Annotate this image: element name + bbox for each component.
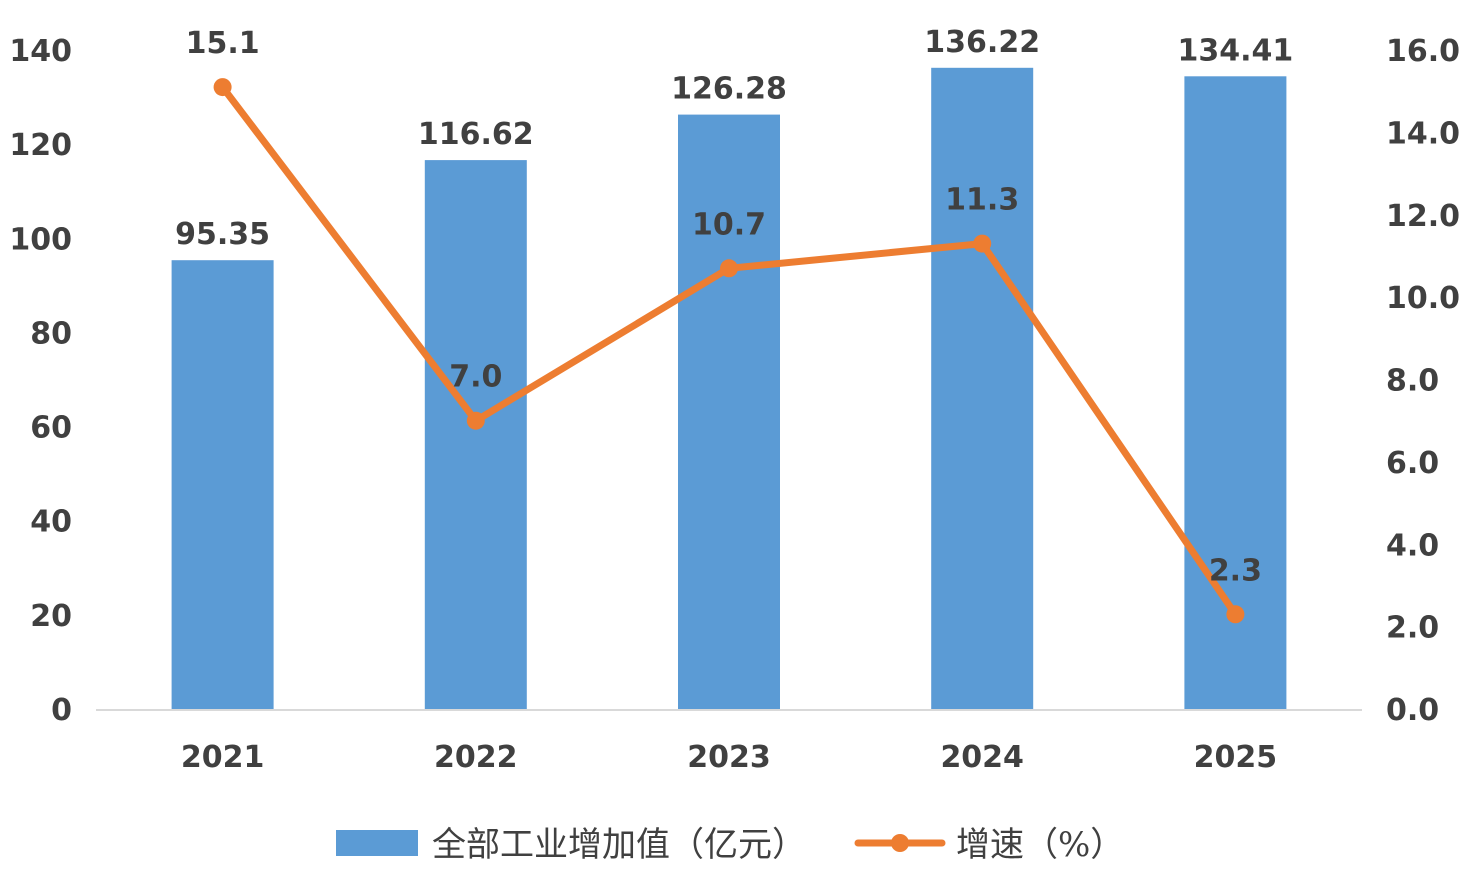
line-point-2022 — [466, 411, 485, 430]
legend-bar-swatch — [336, 830, 418, 856]
left-y-axis: 0 20 40 60 80 100 120 140 — [9, 34, 72, 728]
right-tick-label: 6.0 — [1386, 446, 1439, 481]
bar-data-label: 95.35 — [175, 217, 270, 252]
left-tick-label: 40 — [30, 505, 72, 540]
line-data-label: 15.1 — [186, 26, 260, 61]
right-y-axis: 0.0 2.0 4.0 6.0 8.0 10.0 12.0 14.0 16.0 — [1386, 34, 1460, 728]
legend-bar-label: 全部工业增加值（亿元） — [432, 825, 806, 865]
x-tick-label: 2024 — [940, 740, 1024, 775]
right-tick-label: 4.0 — [1386, 528, 1439, 563]
bar-series-industrial-value — [171, 67, 1287, 710]
left-tick-label: 20 — [30, 599, 72, 634]
right-tick-label: 10.0 — [1386, 281, 1460, 316]
x-tick-label: 2022 — [434, 740, 518, 775]
right-tick-label: 12.0 — [1386, 199, 1460, 234]
right-tick-label: 8.0 — [1386, 364, 1439, 399]
bar-2023 — [678, 114, 780, 710]
left-tick-label: 60 — [30, 411, 72, 446]
x-axis: 2021 2022 2023 2024 2025 — [181, 740, 1277, 775]
line-data-label: 2.3 — [1209, 553, 1262, 588]
line-series-growth-rate — [213, 78, 1245, 624]
right-tick-label: 16.0 — [1386, 34, 1460, 69]
legend-line-marker — [891, 834, 909, 852]
bar-2024 — [931, 67, 1034, 710]
line-point-2025 — [1226, 605, 1245, 624]
bar-data-labels: 95.35 116.62 126.28 136.22 134.41 — [175, 25, 1293, 252]
right-tick-label: 2.0 — [1386, 611, 1439, 646]
x-tick-label: 2025 — [1194, 740, 1278, 775]
line-data-label: 10.7 — [692, 207, 766, 242]
bar-2022 — [424, 160, 527, 710]
left-tick-label: 0 — [51, 693, 72, 728]
bar-data-label: 136.22 — [924, 25, 1040, 60]
line-data-label: 7.0 — [449, 360, 502, 395]
left-tick-label: 140 — [9, 34, 72, 69]
line-point-2023 — [720, 259, 738, 278]
x-tick-label: 2023 — [687, 740, 771, 775]
x-tick-label: 2021 — [181, 740, 265, 775]
line-point-2021 — [213, 78, 232, 97]
right-tick-label: 14.0 — [1386, 116, 1460, 151]
legend: 全部工业增加值（亿元） 增速（%） — [336, 825, 1124, 865]
left-tick-label: 80 — [30, 316, 72, 351]
line-data-label: 11.3 — [945, 183, 1019, 218]
legend-line-label: 增速（%） — [956, 825, 1124, 865]
left-tick-label: 100 — [9, 222, 72, 257]
bar-2021 — [171, 260, 274, 709]
bar-data-label: 116.62 — [418, 117, 534, 152]
bar-data-label: 134.41 — [1178, 33, 1294, 68]
bar-2025 — [1184, 76, 1287, 710]
right-tick-label: 0.0 — [1386, 693, 1439, 728]
line-point-2024 — [973, 234, 992, 253]
bar-data-label: 126.28 — [671, 72, 787, 107]
left-tick-label: 120 — [9, 128, 72, 163]
line-data-labels: 15.1 7.0 10.7 11.3 2.3 — [186, 26, 1262, 588]
